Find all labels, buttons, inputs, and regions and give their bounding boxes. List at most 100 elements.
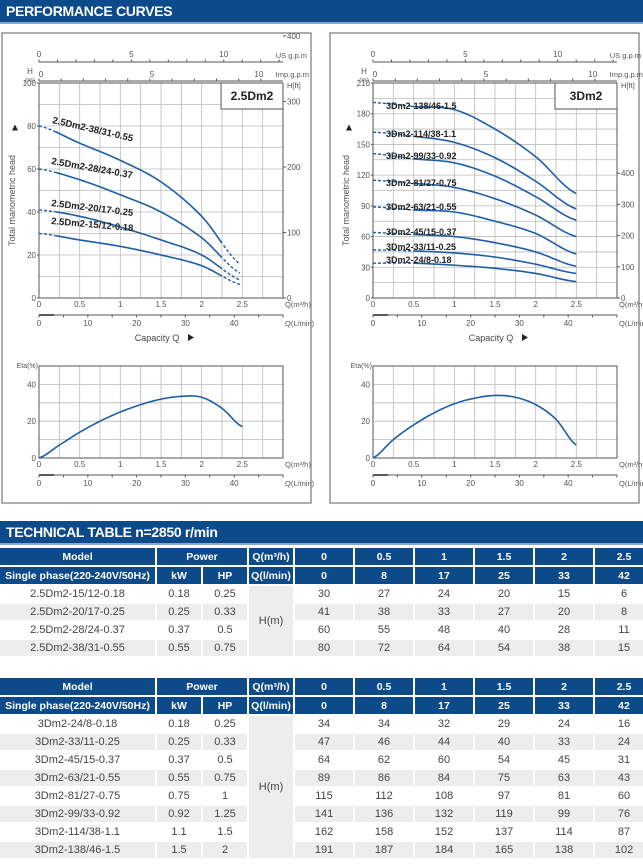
header-q-lmin-value: 33: [535, 697, 594, 714]
eff-y-tick-label: 40: [27, 380, 36, 389]
head-x-tick-label: 0: [37, 300, 42, 309]
header-q-lmin-value: 17: [415, 567, 474, 584]
head-x2-tick-label: 30: [515, 319, 524, 328]
header-model: Model: [0, 548, 155, 565]
header-power: Power: [157, 548, 248, 565]
y-tick-label: 20: [27, 251, 36, 260]
curve-solid: [55, 234, 223, 277]
y-tick-label: 60: [27, 165, 36, 174]
y-tick-label: 100: [23, 79, 37, 88]
header-q-lmin-value: 42: [595, 697, 643, 714]
y-tick-label: 90: [361, 202, 370, 211]
y-axis-arrow-icon: [12, 124, 18, 131]
imp-gpm-tick-label: 10: [254, 70, 263, 79]
head-value-cell: 31: [595, 752, 643, 768]
head-value-cell: 158: [355, 824, 414, 840]
eff-x-tick-label: 0: [37, 460, 42, 469]
curve-solid: [413, 250, 577, 275]
y-tick-label: 0: [366, 294, 371, 303]
head-curves: [372, 101, 577, 283]
head-x-tick-label: 1: [118, 300, 123, 309]
head-x2-tick-label: 40: [230, 319, 239, 328]
curve-dashed-start: [38, 168, 56, 173]
curve-label: 2.5Dm2-15/12-0.18: [51, 216, 134, 234]
model-cell: 3Dm2-45/15-0.37: [0, 752, 155, 768]
y-tick-label: 30: [361, 263, 370, 272]
table-row: 2.5Dm2-38/31-0.55 0.55 0.75 80 72 64 54 38 15: [0, 640, 643, 656]
model-cell: 3Dm2-114/38-1.1: [0, 824, 155, 840]
y-tick-label: 40: [27, 208, 36, 217]
eff-x2-tick-label: 0: [37, 479, 42, 488]
curve-solid: [413, 209, 577, 255]
eff-x2-tick-label: 20: [466, 479, 475, 488]
head-value-cell: 48: [415, 622, 474, 638]
us-gpm-unit: US g.p.m: [276, 51, 307, 60]
hp-cell: 0.33: [203, 604, 248, 620]
head-value-cell: 30: [295, 586, 354, 602]
curve-label: 2.5Dm2-38/31-0.55: [51, 115, 134, 144]
eff-x-tick-label: 2.5: [571, 460, 583, 469]
curve-dashed-start: [372, 249, 414, 252]
imp-gpm-unit: Imp.g.p.m: [276, 70, 309, 79]
head-curve: [38, 168, 241, 274]
y-tick-label: 150: [357, 140, 371, 149]
head-x-tick-label: 1: [452, 300, 457, 309]
curve-dashed-end: [223, 258, 241, 274]
eff-x-tick-label: 2: [199, 460, 204, 469]
head-value-cell: 32: [415, 716, 474, 732]
model-cell: 2.5Dm2-28/24-0.37: [0, 622, 155, 638]
kw-cell: 0.55: [157, 770, 201, 786]
head-value-cell: 54: [475, 640, 534, 656]
curve-solid: [413, 262, 577, 283]
y2-tick-label: 100: [287, 228, 301, 237]
eff-x2-tick-label: 20: [132, 479, 141, 488]
header-q-value: 2.5: [595, 548, 643, 565]
curve-dashed-start: [38, 125, 56, 133]
efficiency-curve: [38, 395, 243, 459]
y-axis-arrow-icon: [346, 124, 352, 131]
head-grid: [38, 82, 284, 299]
head-value-cell: 99: [535, 806, 594, 822]
head-x2-tick-label: 0: [37, 319, 42, 328]
kw-cell: 0.18: [157, 586, 201, 602]
eff-y-tick-label: 0: [32, 454, 37, 463]
table-row: 2.5Dm2-28/24-0.37 0.37 0.5 60 55 48 40 28 11: [0, 622, 643, 638]
hp-cell: 0.25: [203, 586, 248, 602]
curve-solid: [413, 135, 577, 210]
curve-dashed-start: [38, 232, 56, 237]
head-value-cell: 86: [355, 770, 414, 786]
h-unit-label: (m): [25, 77, 35, 84]
curve-solid: [55, 171, 223, 259]
chart-title: 3Dm2: [570, 89, 603, 103]
head-value-cell: 40: [475, 622, 534, 638]
header-q-lmin-value: 8: [355, 567, 414, 584]
head-value-cell: 87: [595, 824, 643, 840]
head-x2-unit-label: Q(L/min): [285, 319, 315, 328]
head-value-cell: 60: [295, 622, 354, 638]
head-value-cell: 55: [355, 622, 414, 638]
header-hp: HP: [203, 567, 248, 584]
head-x-tick-label: 2.5: [571, 300, 583, 309]
head-value-cell: 11: [595, 622, 643, 638]
us-gpm-unit: US g.p.m: [610, 51, 641, 60]
head-value-cell: 75: [475, 770, 534, 786]
curve-solid: [55, 210, 223, 270]
table-row: 3Dm2-24/8-0.18 0.18 0.25 H(m) 34 34 32 29 24 16: [0, 716, 643, 858]
imp-gpm-tick-label: 5: [150, 70, 155, 79]
head-x-tick-label: 2: [199, 300, 204, 309]
head-value-cell: 27: [475, 604, 534, 620]
top-flow-axes: 0 5 10 0 5 10 US g.p.m Imp.g.p.m H(m): [359, 50, 643, 84]
head-x2-tick-label: 10: [83, 319, 92, 328]
head-value-cell: 29: [475, 716, 534, 732]
kw-cell: 1.1: [157, 824, 201, 840]
eff-x-tick-label: 2.5: [237, 460, 249, 469]
curve-label: 3Dm2-63/21-0.55: [386, 202, 457, 212]
curve-solid: [413, 105, 577, 195]
hp-cell: 1: [203, 788, 248, 804]
head-curve: [372, 152, 577, 221]
eff-x2-unit-label: Q(L/min): [619, 479, 643, 488]
table-row: 2.5Dm2-20/17-0.25 0.25 0.33 41 38 33 27 20 8: [0, 604, 643, 620]
head-x-tick-label: 0.5: [74, 300, 86, 309]
head-curve: [38, 125, 241, 265]
